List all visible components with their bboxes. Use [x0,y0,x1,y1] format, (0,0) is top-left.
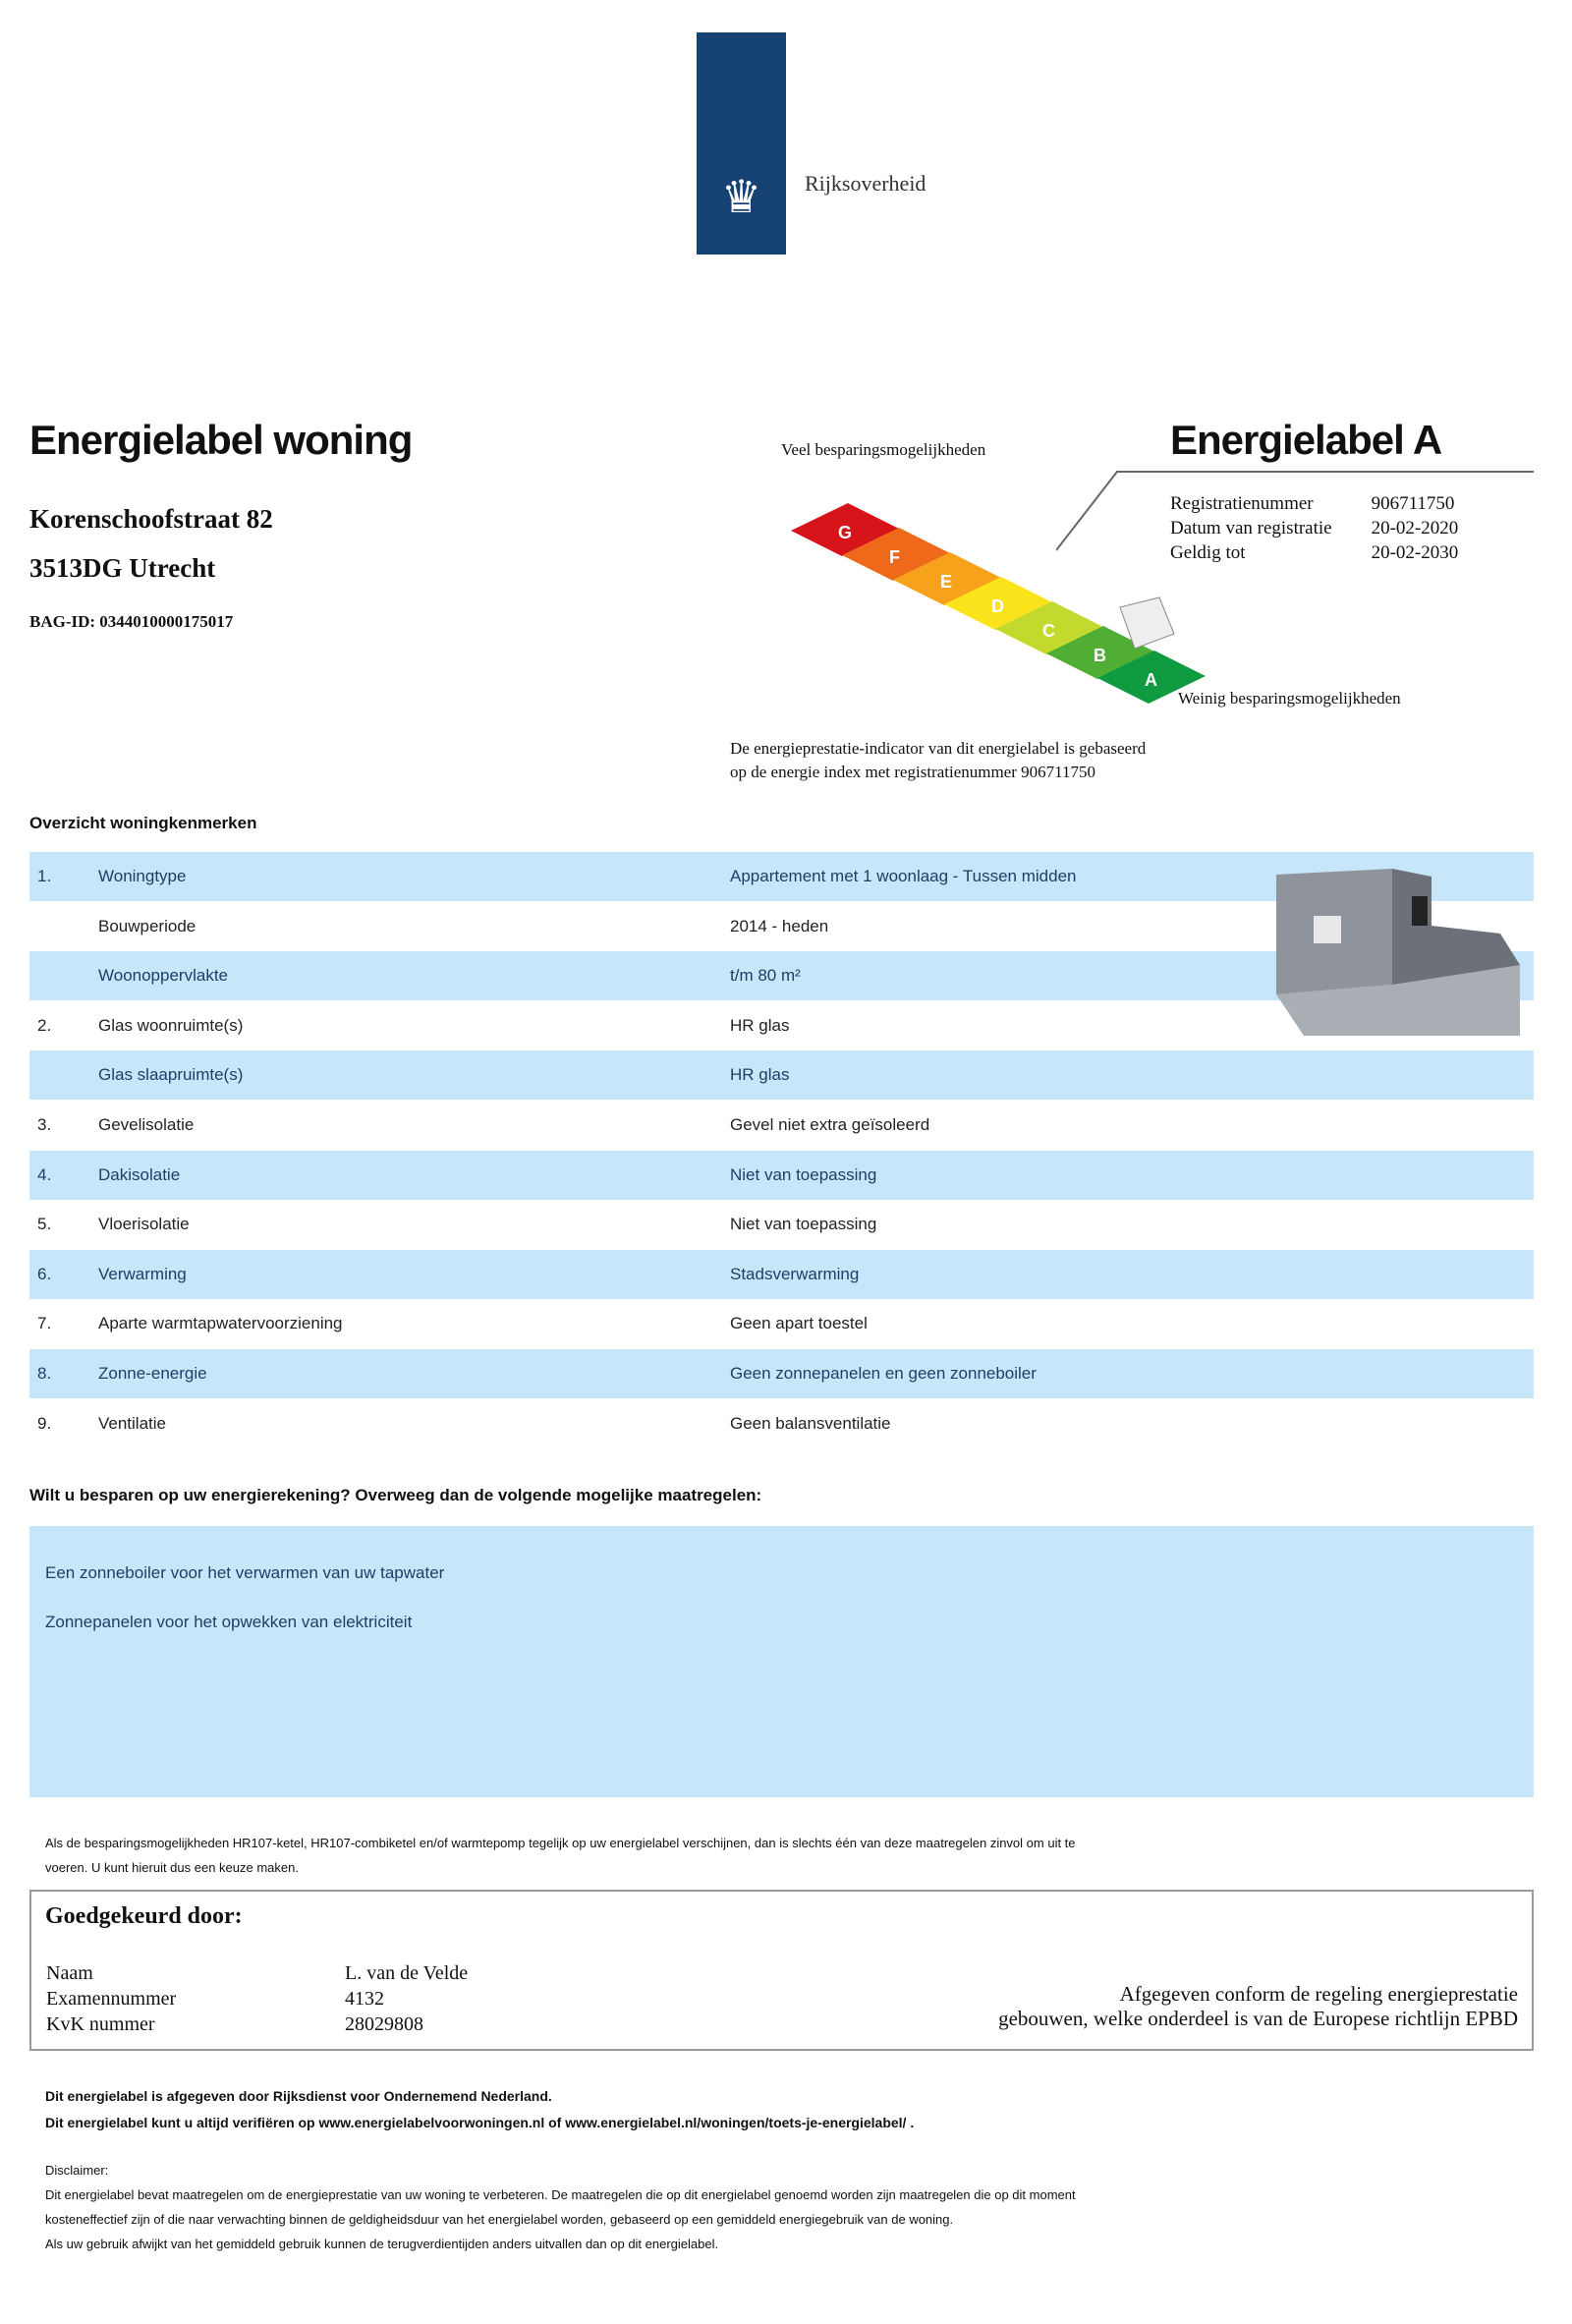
row-label: Glas slaapruimte(s) [98,1065,244,1085]
pointer-line [1056,471,1534,551]
row-label: Dakisolatie [98,1164,181,1184]
table-row: 3. Gevelisolatie Gevel niet extra geïsolee… [29,1101,1534,1150]
row-number: 6. [37,1264,52,1283]
row-number: 8. [37,1364,52,1383]
registration-row: Geldig tot 20-02-2030 [1170,542,1459,563]
registration-table: Registratienummer 906711750 Datum van reg… [1170,491,1497,565]
energy-class-C [995,601,1103,654]
row-number: 2. [37,1015,52,1035]
table-row: 5. Vloerisolatie Niet van toepassing [29,1200,1534,1249]
row-label: Verwarming [98,1264,187,1283]
energy-class-B [1046,626,1154,679]
energy-class-A [1097,651,1206,704]
table-row: Bouwperiode 2014 - heden [29,902,1534,951]
row-label: Woonoppervlakte [98,966,228,986]
row-value: HR glas [730,1065,790,1085]
energy-class-letter: F [889,547,900,567]
energy-class-F [842,528,950,581]
disclaimer: Disclaimer: Dit energielabel bevat maatr… [45,2163,1076,2251]
row-label: Woningtype [98,867,187,885]
bag-id: BAG-ID: 0344010000175017 [29,612,234,631]
rijksoverheid-logo [697,32,786,255]
approval-fields: Naam L. van de Velde Examennummer 4132 KvK… [46,1962,469,2035]
row-label: Glas woonruimte(s) [98,1015,244,1035]
row-label: Bouwperiode [98,916,196,935]
row-number: 1. [37,867,52,885]
energy-class-letter: E [940,572,952,592]
row-value: HR glas [730,1015,790,1035]
row-number: 7. [37,1314,52,1333]
crown-emblem-icon: ♛ [720,171,762,222]
energy-class-letter: D [991,596,1004,616]
indicator-note-1: De energieprestatie-indicator van dit en… [730,739,1147,758]
house-type-illustration [1276,869,1520,1036]
scale-bottom-label: Weinig besparingsmogelijkheden [1178,689,1401,708]
measures-question: Wilt u besparen op uw energierekening? O… [29,1486,762,1504]
row-value: Geen zonnepanelen en geen zonneboiler [730,1364,1037,1383]
table-row: 7. Aparte warmtapwatervoorziening Geen apa… [29,1299,1534,1348]
city-address: 3513DG Utrecht [29,553,216,583]
row-label: Vloerisolatie [98,1215,190,1234]
measure-item: Zonnepanelen voor het opwekken van elekt… [45,1613,413,1631]
row-label: Ventilatie [98,1413,166,1433]
row-value: Appartement met 1 woonlaag - Tussen midd… [730,867,1077,885]
energy-scale-graphic: G F E D C B A [791,503,1206,704]
energy-class-E [893,552,1001,605]
measures-note-1: Als de besparingsmogelijkheden HR107-ket… [45,1836,1076,1850]
table-row: 6. Verwarming Stadsverwarming [29,1249,1534,1299]
row-label: Gevelisolatie [98,1115,195,1134]
registration-row: Datum van registratie 20-02-2020 [1170,518,1459,538]
measure-item: Een zonneboiler voor het verwarmen van u… [45,1563,445,1582]
row-value: Geen apart toestel [730,1314,868,1333]
row-label: Aparte warmtapwatervoorziening [98,1314,343,1333]
row-number: 5. [37,1215,52,1234]
row-number: 3. [37,1115,52,1134]
scale-top-label: Veel besparingsmogelijkheden [781,440,986,459]
measures-note-2: voeren. U kunt hieruit dus een keuze mak… [45,1860,299,1875]
energy-class-letter: A [1145,670,1157,690]
table-row: Glas slaapruimte(s) HR glas [29,1050,1534,1101]
logo-text: Rijksoverheid [805,171,926,196]
overview-title: Overzicht woningkenmerken [29,814,257,832]
table-row: 8. Zonne-energie Geen zonnepanelen en geen… [29,1349,1534,1398]
row-label: Zonne-energie [98,1364,207,1383]
energy-class-G [791,503,899,556]
table-row: 4. Dakisolatie Niet van toepassing [29,1150,1534,1200]
row-number: 9. [37,1413,52,1433]
measures-box: Een zonneboiler voor het verwarmen van u… [29,1526,1534,1797]
row-value: t/m 80 m² [730,966,801,986]
house-marker-icon [1119,596,1175,650]
street-address: Korenschoofstraat 82 [29,504,273,534]
page-title: Energielabel woning [29,417,413,463]
energy-class-letter: G [838,523,852,542]
energy-class-letter: C [1042,621,1055,641]
row-value: Geen balansventilatie [730,1413,891,1433]
approval-box: Goedgekeurd door: Naam L. van de Velde Ex… [29,1890,1534,2051]
row-value: 2014 - heden [730,916,829,935]
row-number: 4. [37,1164,52,1184]
row-value: Niet van toepassing [730,1164,877,1184]
approval-statement: Afgegeven conform de regeling energiepre… [998,1982,1518,2030]
energy-class-letter: B [1094,646,1106,665]
table-row: 2. Glas woonruimte(s) HR glas [29,1001,1534,1050]
approval-title: Goedgekeurd door: [45,1903,243,1929]
energy-label-title: Energielabel A [1170,417,1442,463]
row-value: Gevel niet extra geïsoleerd [730,1115,930,1134]
row-value: Niet van toepassing [730,1215,877,1234]
table-row: 9. Ventilatie Geen balansventilatie [29,1399,1534,1448]
energy-class-D [944,577,1052,630]
footer-info: Dit energielabel is afgegeven door Rijks… [45,2088,915,2130]
row-value: Stadsverwarming [730,1264,860,1283]
indicator-note-2: op de energie index met registratienumme… [730,763,1096,781]
registration-row: Registratienummer 906711750 [1170,493,1455,514]
